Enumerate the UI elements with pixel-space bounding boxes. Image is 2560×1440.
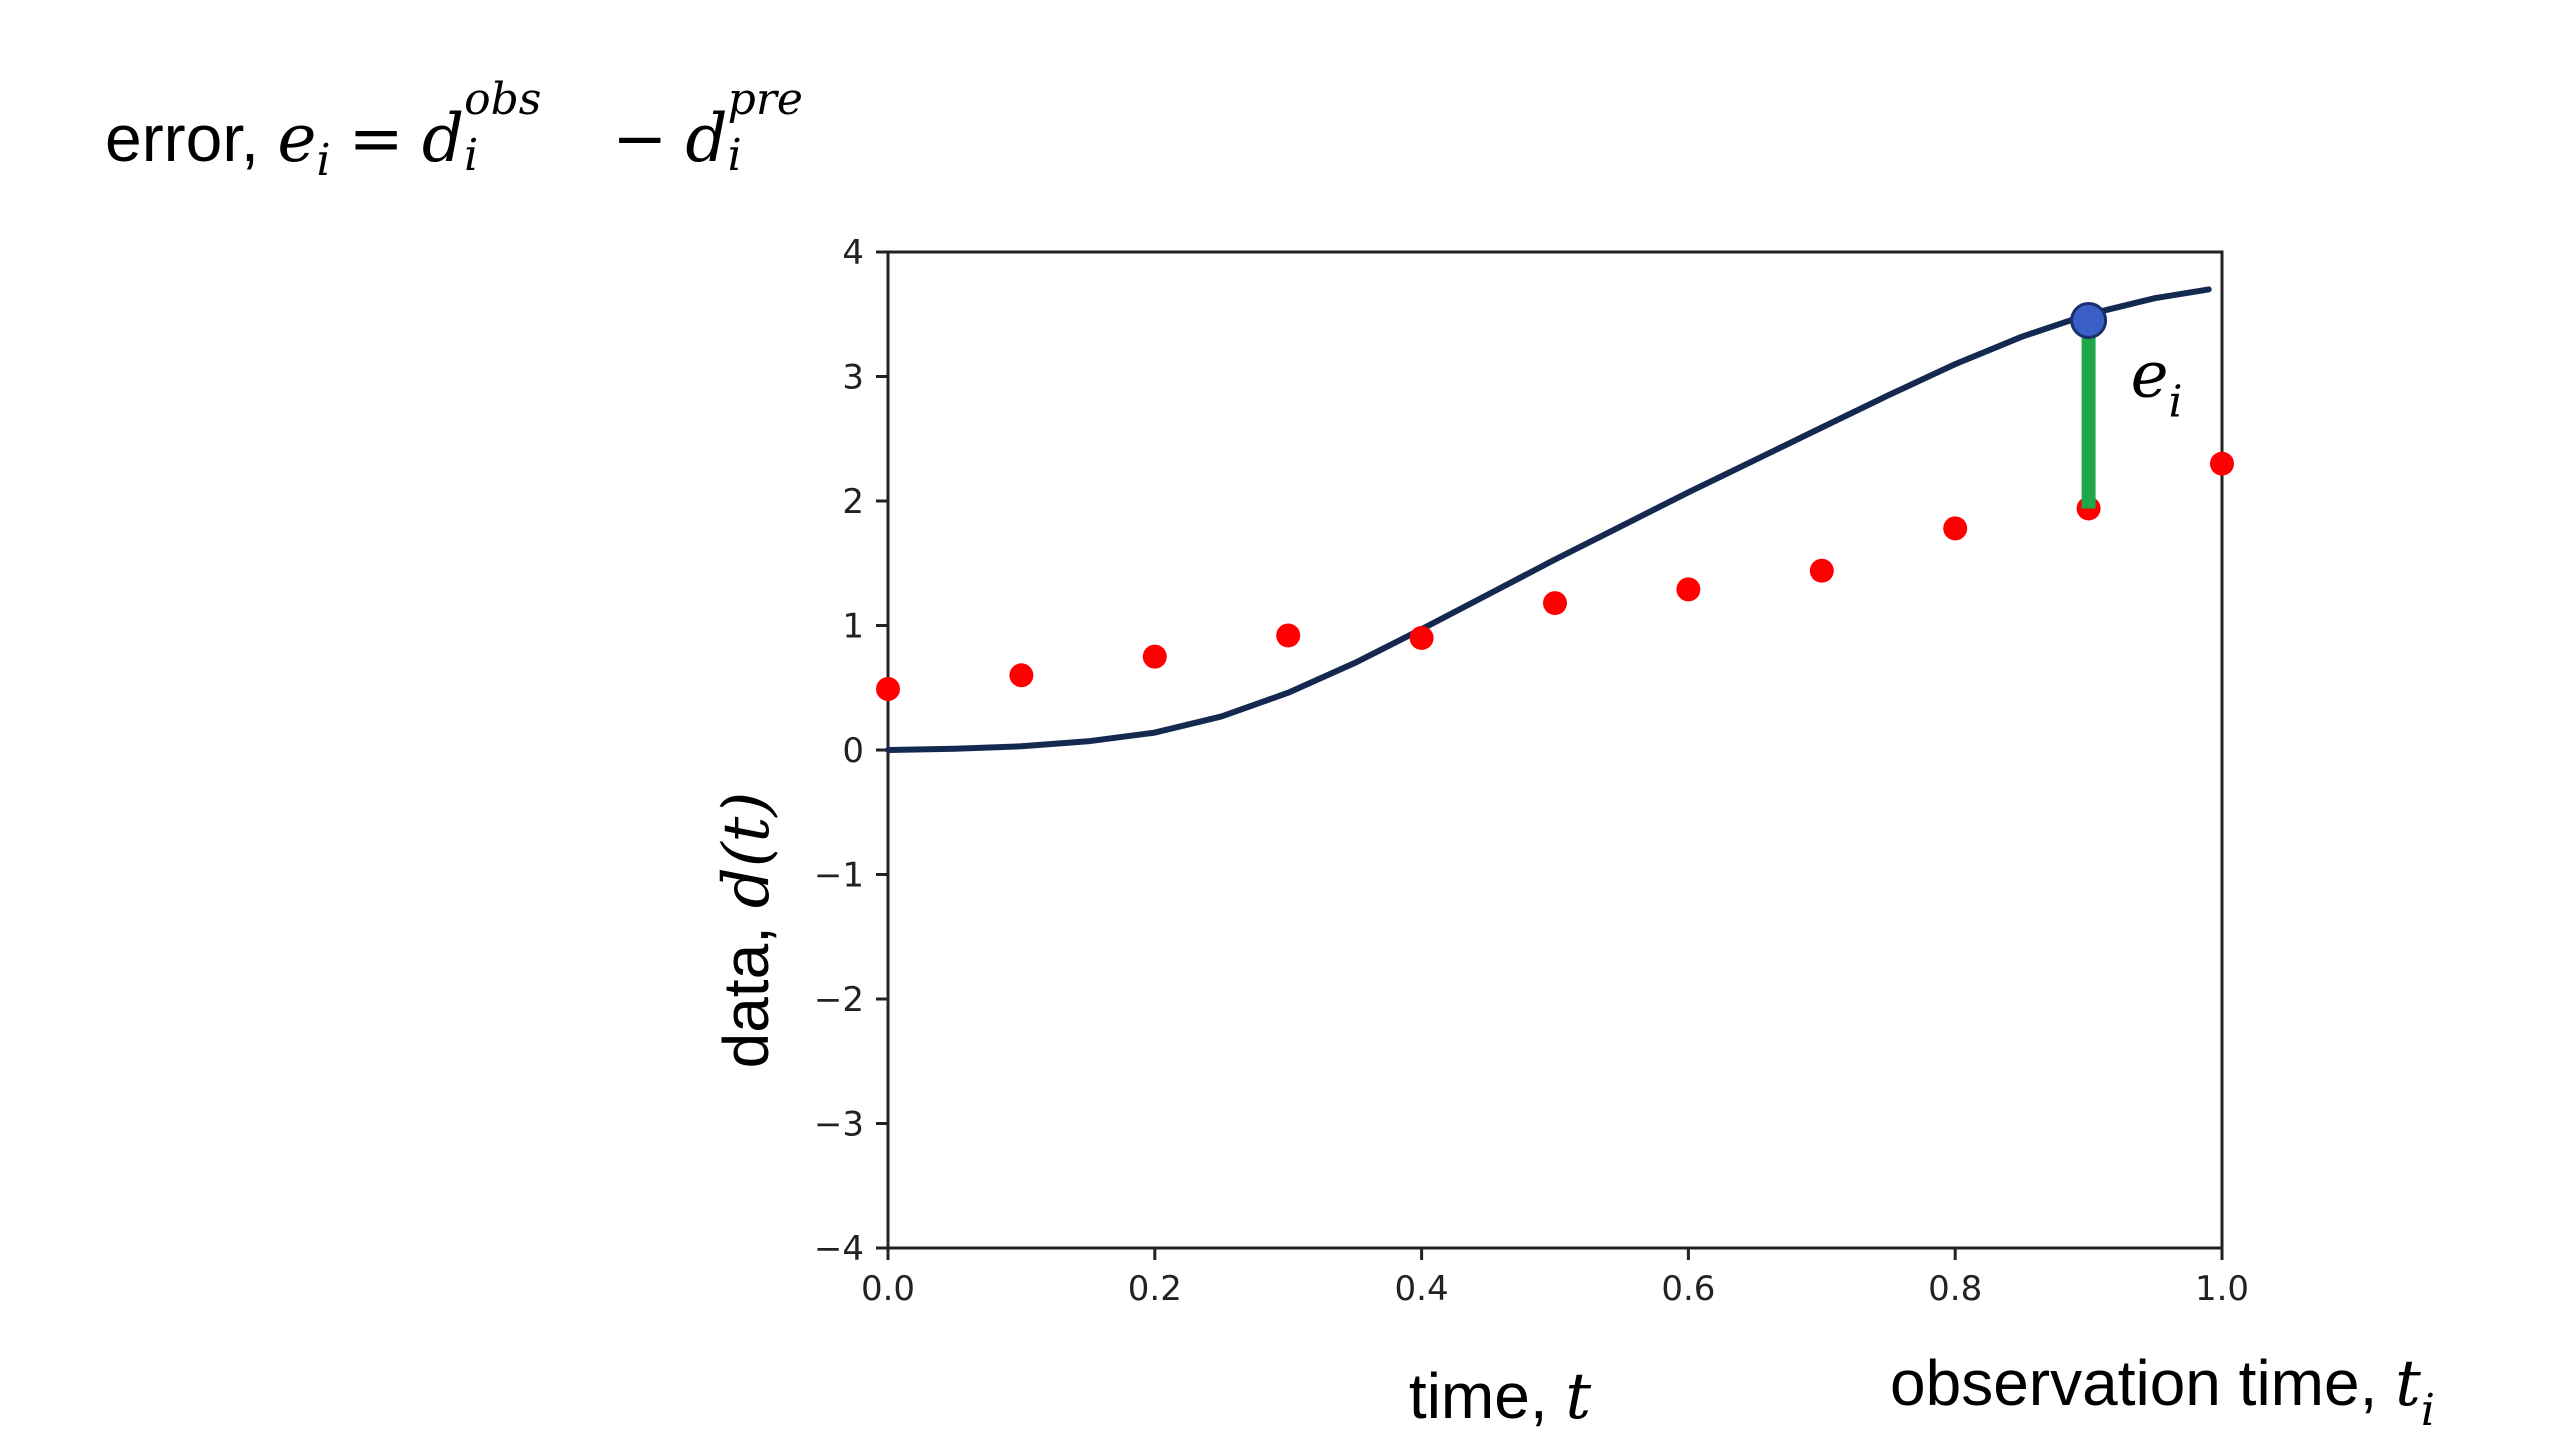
observed-point xyxy=(1276,623,1301,648)
predicted-point-highlight xyxy=(2070,301,2108,339)
observed-point xyxy=(2210,451,2234,476)
formula-prefix: error, xyxy=(105,101,278,175)
y-tick-label: −1 xyxy=(814,856,864,896)
observation-time-label: observation time, ti xyxy=(1890,1347,2435,1436)
error-formula: error, ei = d obs i − d pre i xyxy=(105,74,858,187)
formula-term2-sup: pre xyxy=(727,73,803,125)
observed-point xyxy=(1809,558,1834,583)
formula-term1: d xyxy=(421,100,465,177)
y-axis-title-var: d(t) xyxy=(710,792,784,909)
observed-point xyxy=(876,676,900,701)
y-tick-label: 3 xyxy=(842,358,864,398)
y-tick-label: 2 xyxy=(842,482,864,522)
x-axis-title-var: t xyxy=(1565,1360,1591,1434)
observation-time-var-sub: i xyxy=(2421,1385,2435,1436)
predicted-curve xyxy=(885,286,2212,753)
formula-term2: d xyxy=(685,100,728,177)
x-tick-label: 0.4 xyxy=(1395,1269,1449,1309)
x-tick-label: 0.6 xyxy=(1661,1269,1715,1309)
formula-lhs: e xyxy=(277,100,317,177)
x-tick-label: 0.8 xyxy=(1928,1269,1982,1309)
observed-point xyxy=(1543,591,1567,616)
observation-time-text: observation time, xyxy=(1890,1347,2395,1419)
formula-term1-sup: obs xyxy=(464,73,542,125)
x-tick-label: 0.0 xyxy=(861,1269,915,1309)
formula-minus: − xyxy=(612,100,668,177)
plot-frame xyxy=(886,250,2224,1250)
y-tick-label: 0 xyxy=(842,731,864,771)
formula-term1-indices: obs i xyxy=(464,74,594,184)
x-axis-title: time, t xyxy=(1409,1360,1591,1434)
formula-term2-sub: i xyxy=(727,129,742,181)
observed-point xyxy=(1142,644,1167,669)
error-label-sub: i xyxy=(2168,377,2182,428)
observed-point xyxy=(1409,625,1434,650)
x-axis-title-text: time, xyxy=(1409,1360,1565,1432)
observed-point xyxy=(1009,663,1034,688)
observed-point xyxy=(1676,577,1701,602)
formula-term2-indices: pre i xyxy=(727,74,858,184)
y-axis-title-text: data, xyxy=(710,908,782,1068)
formula-lhs-sub: i xyxy=(316,135,331,187)
error-label: ei xyxy=(2131,339,2183,428)
y-tick-label: −2 xyxy=(814,980,864,1020)
tick-layer: 0.0 0.2 0.4 0.6 0.8 1.0 −4 −3 −2 −1 0 1 2 3 4 xyxy=(814,233,2249,1309)
error-label-main: e xyxy=(2131,339,2169,413)
x-tick-label: 0.2 xyxy=(1128,1269,1182,1309)
formula-term1-sub: i xyxy=(464,129,479,181)
data-layer xyxy=(876,286,2234,753)
formula-equals: = xyxy=(348,100,404,177)
y-tick-label: 4 xyxy=(842,233,864,273)
x-tick-label: 1.0 xyxy=(2195,1269,2249,1309)
y-tick-label: 1 xyxy=(842,607,864,647)
y-tick-label: −3 xyxy=(814,1105,864,1145)
observation-time-var: t xyxy=(2395,1347,2421,1421)
y-axis-title: data, d(t) xyxy=(710,792,784,1069)
y-tick-label: −4 xyxy=(814,1229,864,1269)
observed-point xyxy=(1943,516,1968,541)
